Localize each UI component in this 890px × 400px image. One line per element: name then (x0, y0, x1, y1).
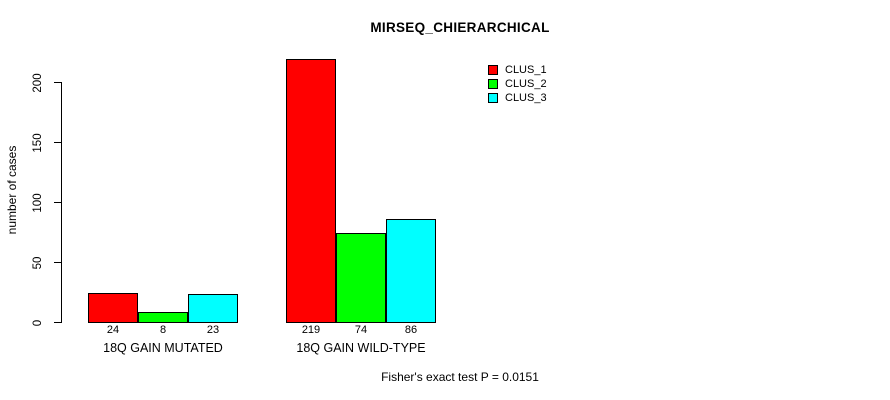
legend-label: CLUS_2 (505, 78, 547, 90)
x-category-label: 18Q GAIN WILD-TYPE (296, 341, 426, 355)
legend-item: CLUS_2 (488, 77, 547, 91)
bar-value-label: 219 (301, 324, 321, 336)
bar-value-label: 74 (354, 324, 368, 336)
legend-label: CLUS_1 (505, 64, 547, 76)
legend-swatch-clus_1 (488, 65, 498, 75)
bar-clus_2-group1 (138, 312, 188, 323)
y-axis-tick (54, 322, 61, 323)
y-axis-tick (54, 142, 61, 143)
legend-swatch-clus_2 (488, 79, 498, 89)
x-category-label: 18Q GAIN MUTATED (103, 341, 223, 355)
chart-title: MIRSEQ_CHIERARCHICAL (370, 20, 550, 35)
bar-value-label: 24 (106, 324, 120, 336)
legend-swatch-clus_3 (488, 93, 498, 103)
bar-value-label: 86 (404, 324, 418, 336)
y-axis-tick-label: 200 (32, 72, 44, 93)
y-axis-label: number of cases (5, 145, 19, 235)
legend-item: CLUS_3 (488, 91, 547, 105)
bar-clus_1-group2 (286, 59, 336, 323)
legend-item: CLUS_1 (488, 63, 547, 77)
legend-label: CLUS_3 (505, 92, 547, 104)
y-axis-tick (54, 262, 61, 263)
y-axis-tick (54, 202, 61, 203)
bar-clus_3-group1 (188, 294, 238, 323)
legend: CLUS_1 CLUS_2 CLUS_3 (488, 63, 547, 105)
y-axis-tick-label: 50 (32, 256, 44, 269)
bar-value-label: 23 (206, 324, 220, 336)
y-axis-tick (54, 82, 61, 83)
y-axis-line (61, 82, 62, 323)
y-axis-tick-label: 100 (32, 192, 44, 213)
pvalue-text: Fisher's exact test P = 0.0151 (381, 370, 539, 384)
bar-clus_2-group2 (336, 233, 386, 323)
bar-clus_3-group2 (386, 219, 436, 323)
bar-clus_1-group1 (88, 293, 138, 323)
y-axis-tick-label: 150 (32, 132, 44, 153)
y-axis-tick-label: 0 (32, 319, 44, 326)
bar-value-label: 8 (159, 324, 167, 336)
